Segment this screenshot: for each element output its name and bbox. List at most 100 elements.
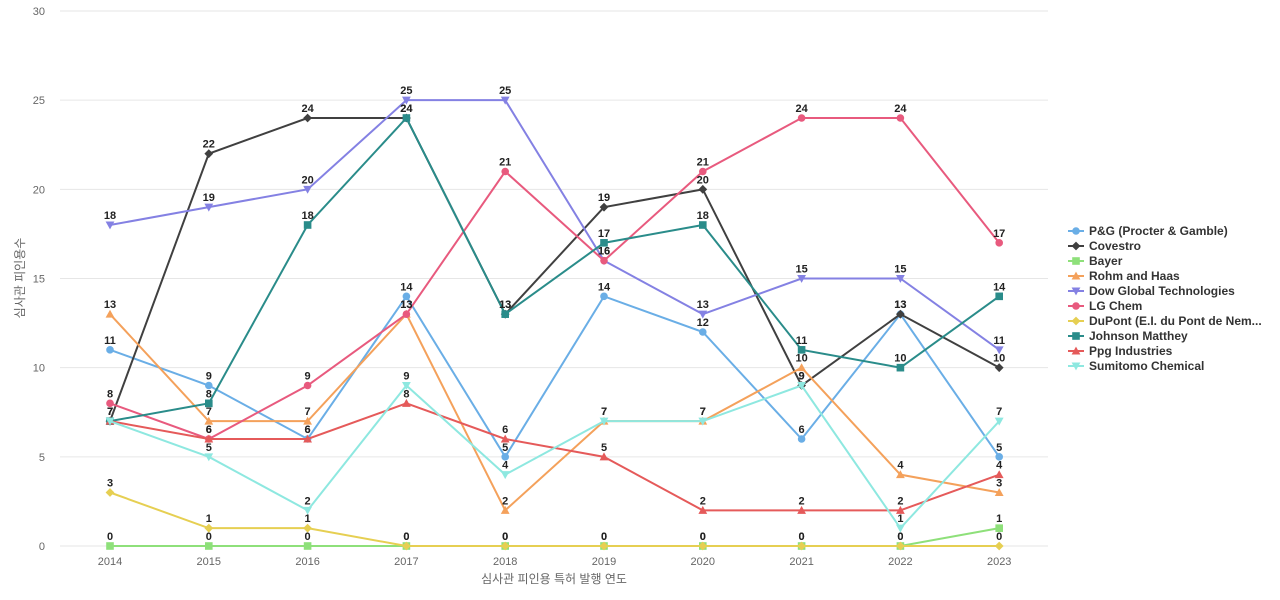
legend-label-rohm-and-haas: Rohm and Haas [1089, 269, 1180, 283]
data-point-lg-chem [896, 114, 905, 122]
data-label-sumitomo-chemical: 7 [996, 406, 1002, 418]
data-label-ppg-industries: 2 [799, 495, 805, 507]
data-label-ppg-industries: 6 [502, 424, 508, 436]
legend-marker-rohm-and-haas [1071, 271, 1081, 280]
legend-label-bayer: Bayer [1089, 254, 1123, 268]
legend-marker-sumitomo-chemical [1071, 362, 1081, 371]
data-label-covestro: 24 [301, 103, 314, 115]
data-label-rohm-and-haas: 4 [897, 460, 904, 472]
x-tick-label: 2022 [888, 556, 912, 568]
legend-label-johnson-matthey: Johnson Matthey [1089, 329, 1188, 343]
x-tick-label: 2014 [98, 556, 122, 568]
data-label-covestro: 13 [499, 299, 511, 311]
data-label-bayer: 0 [700, 531, 706, 543]
data-label-sumitomo-chemical: 7 [601, 406, 607, 418]
data-label-johnson-matthey: 10 [894, 353, 906, 365]
data-label-bayer: 1 [996, 513, 1002, 525]
data-point-rohm-and-haas [204, 416, 214, 425]
data-label-rohm-and-haas: 7 [700, 406, 706, 418]
data-label-dupont-e-i-du-pont-de-nem: 0 [601, 531, 607, 543]
data-label-rohm-and-haas: 13 [400, 299, 412, 311]
data-label-sumitomo-chemical: 9 [799, 371, 805, 383]
data-point-bayer [106, 542, 114, 550]
data-label-bayer: 0 [403, 531, 409, 543]
data-point-sumitomo-chemical [599, 417, 609, 426]
data-label-dow-global-technologies: 20 [301, 174, 313, 186]
data-label-sumitomo-chemical: 1 [897, 513, 903, 525]
data-point-ppg-industries [500, 434, 510, 443]
data-point-covestro [204, 149, 214, 159]
data-point-sumitomo-chemical [896, 524, 905, 533]
data-label-rohm-and-haas: 3 [996, 478, 1002, 490]
data-label-johnson-matthey: 13 [499, 299, 511, 311]
data-point-dupont-e-i-du-pont-de-nem [896, 541, 905, 551]
data-point-dupont-e-i-du-pont-de-nem [204, 523, 214, 533]
data-label-lg-chem: 9 [305, 371, 311, 383]
data-point-lg-chem [106, 399, 114, 408]
data-point-covestro [303, 113, 312, 123]
data-label-lg-chem: 21 [697, 157, 709, 169]
data-point-johnson-matthey [995, 292, 1003, 301]
grid-layer [60, 10, 1048, 547]
data-label-dow-global-technologies: 13 [697, 299, 709, 311]
data-point-covestro [698, 184, 708, 194]
data-point-dow-global-technologies [797, 274, 806, 283]
data-label-sumitomo-chemical: 4 [502, 460, 509, 472]
data-label-ppg-industries: 2 [700, 495, 706, 507]
data-label-bayer: 0 [601, 531, 607, 543]
data-label-p-g-procter-gamble: 14 [598, 281, 611, 293]
data-point-sumitomo-chemical [204, 453, 214, 462]
data-point-sumitomo-chemical [402, 381, 411, 390]
data-point-dupont-e-i-du-pont-de-nem [105, 488, 115, 497]
data-label-dow-global-technologies: 25 [499, 85, 511, 97]
data-point-dow-global-technologies [303, 185, 312, 194]
data-point-johnson-matthey [205, 399, 213, 408]
data-label-bayer: 0 [799, 531, 805, 543]
data-point-sumitomo-chemical [500, 471, 510, 480]
data-label-lg-chem: 21 [499, 157, 511, 169]
data-label-dupont-e-i-du-pont-de-nem: 0 [996, 531, 1002, 543]
data-point-p-g-procter-gamble [106, 346, 114, 354]
data-label-p-g-procter-gamble: 14 [400, 281, 413, 293]
data-point-dupont-e-i-du-pont-de-nem [599, 541, 609, 551]
data-label-p-g-procter-gamble: 6 [799, 424, 805, 436]
data-label-bayer: 0 [897, 531, 903, 543]
data-label-johnson-matthey: 24 [400, 103, 413, 115]
legend-label-lg-chem: LG Chem [1089, 299, 1142, 313]
data-point-ppg-industries [599, 452, 609, 461]
legend-marker-dupont-e-i-du-pont-de-nem [1071, 316, 1081, 326]
data-label-p-g-procter-gamble: 9 [206, 371, 212, 383]
data-label-dow-global-technologies: 15 [894, 264, 906, 276]
data-point-lg-chem [600, 256, 608, 265]
data-point-covestro [896, 309, 905, 319]
data-label-lg-chem: 8 [107, 388, 113, 400]
data-point-lg-chem [995, 239, 1003, 247]
data-point-dow-global-technologies [500, 96, 510, 105]
data-point-bayer [205, 542, 213, 550]
data-label-dupont-e-i-du-pont-de-nem: 0 [897, 531, 903, 543]
data-point-bayer [995, 524, 1003, 532]
data-label-covestro: 20 [697, 174, 709, 186]
data-label-johnson-matthey: 7 [107, 406, 113, 418]
data-label-sumitomo-chemical: 2 [305, 495, 311, 507]
data-point-sumitomo-chemical [994, 417, 1004, 426]
data-label-dow-global-technologies: 25 [400, 85, 412, 97]
data-point-ppg-industries [994, 470, 1004, 479]
data-label-sumitomo-chemical: 5 [206, 442, 212, 454]
legend-label-dupont-e-i-du-pont-de-nem: DuPont (E.I. du Pont de Nem... [1089, 314, 1262, 328]
data-label-lg-chem: 24 [795, 103, 808, 115]
data-label-dupont-e-i-du-pont-de-nem: 3 [107, 478, 113, 490]
y-tick-label: 30 [33, 6, 45, 18]
data-point-johnson-matthey [797, 346, 806, 354]
data-point-lg-chem [303, 381, 312, 390]
y-tick-label: 10 [33, 363, 45, 375]
data-point-ppg-industries [896, 505, 905, 514]
data-point-covestro [599, 202, 609, 212]
data-label-ppg-industries: 6 [305, 424, 311, 436]
data-point-lg-chem [402, 310, 411, 318]
series-line-rohm-and-haas [109, 312, 1000, 512]
data-label-dow-global-technologies: 11 [993, 335, 1005, 347]
legend-marker-bayer [1072, 257, 1080, 265]
data-label-covestro: 7 [107, 406, 113, 418]
